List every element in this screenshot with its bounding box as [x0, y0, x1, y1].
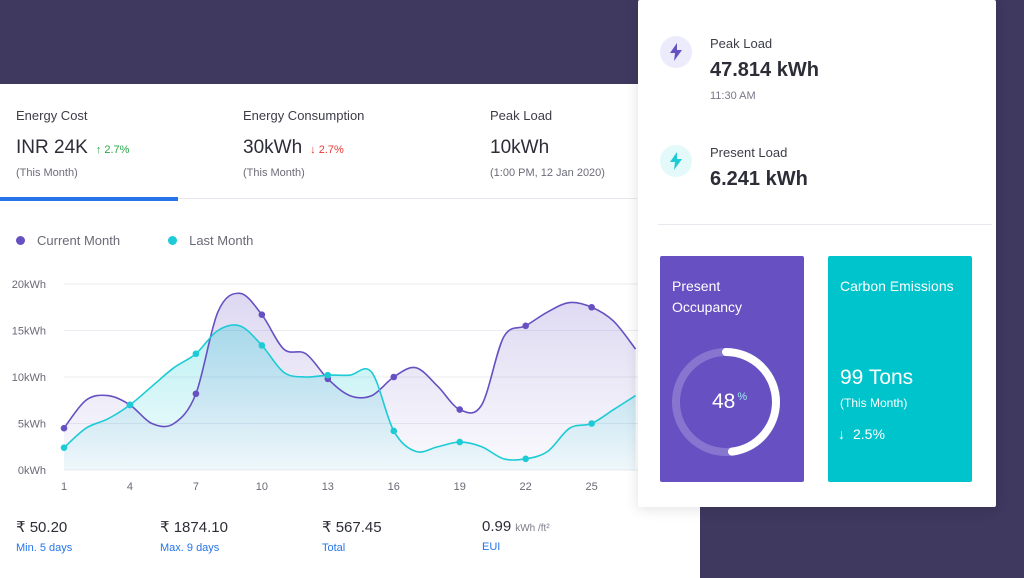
present-load-item: Present Load 6.241 kWh [660, 145, 808, 191]
last-month-point [126, 401, 134, 409]
arrow-up-icon: ↑ [95, 144, 102, 156]
x-tick-label: 19 [454, 481, 466, 493]
last-month-point [258, 342, 266, 349]
energy-area-chart: 0kWh 5kWh 10kWh 15kWh 20kWh 1 4 7 10 13 16 19 22 25 [12, 279, 640, 493]
x-tick-label: 25 [586, 481, 598, 493]
arrow-down-icon: ↓ [838, 426, 845, 442]
x-tick-label: 22 [520, 481, 532, 493]
occupancy-value: 48% [712, 390, 748, 413]
x-tick-label: 16 [388, 481, 400, 493]
current-month-point [60, 424, 68, 432]
y-tick-label: 0kWh [18, 465, 46, 477]
carbon-value: 99 Tons [840, 366, 914, 389]
tile-title: Carbon Emissions [840, 278, 954, 294]
last-month-point [588, 420, 595, 427]
legend-current-month[interactable]: Current Month [16, 233, 120, 248]
side-divider [658, 224, 992, 225]
stat-max: ₹ 1874.10 Max. 9 days [160, 519, 228, 554]
x-tick-label: 10 [256, 481, 268, 493]
current-month-point [390, 373, 398, 381]
y-tick-label: 5kWh [18, 419, 46, 431]
gauge-fill [672, 348, 780, 456]
kpi-subtitle: (1:00 PM, 12 Jan 2020) [490, 167, 605, 179]
legend-dot [16, 236, 25, 245]
last-month-point [324, 371, 332, 379]
x-tick-label: 13 [322, 481, 334, 493]
kpi-energy-cost[interactable]: Energy Cost INR 24K ↑ 2.7% (This Month) [16, 108, 129, 179]
kpi-subtitle: (This Month) [16, 167, 78, 179]
kpi-subtitle: (This Month) [243, 167, 305, 179]
trend-indicator: ↓ 2.7% [310, 144, 344, 156]
last-month-point [456, 438, 464, 446]
kpi-energy-consumption[interactable]: Energy Consumption 30kWh ↓ 2.7% (This Mo… [243, 108, 364, 179]
current-month-point [522, 322, 529, 330]
current-month-line [63, 292, 637, 429]
current-month-point [588, 303, 595, 311]
x-tick-label: 4 [127, 481, 133, 493]
legend-last-month[interactable]: Last Month [168, 233, 253, 248]
last-month-point [522, 455, 529, 463]
kpi-title: Peak Load [490, 108, 553, 123]
last-month-area [64, 324, 636, 470]
bolt-icon [660, 36, 692, 68]
carbon-emissions-tile[interactable]: Carbon Emissions 99 Tons (This Month) ↓ … [828, 256, 972, 482]
bolt-icon [660, 145, 692, 177]
current-month-point [192, 390, 200, 398]
legend-dot [168, 236, 178, 245]
kpi-peak-load[interactable]: Peak Load 10kWh (1:00 PM, 12 Jan 2020) [490, 108, 605, 179]
y-tick-label: 10kWh [12, 372, 46, 384]
y-tick-label: 20kWh [12, 279, 46, 291]
tab-divider [0, 198, 637, 199]
stat-eui: 0.99 kWh /ft² EUI [482, 518, 550, 553]
kpi-title: Energy Consumption [243, 108, 365, 123]
tile-title: Present Occupancy [672, 278, 743, 315]
chart-legend: Current Month Last Month [16, 233, 253, 248]
current-month-point [258, 311, 266, 318]
x-tick-label: 7 [193, 481, 199, 493]
carbon-period: (This Month) [840, 396, 908, 410]
kpi-value: INR 24K [16, 137, 88, 158]
arrow-down-icon: ↓ [310, 144, 316, 156]
last-month-point [390, 427, 398, 435]
active-tab-indicator [0, 197, 178, 201]
last-month-point [60, 444, 68, 451]
trend-indicator: ↑ 2.7% [95, 144, 130, 156]
kpi-title: Energy Cost [16, 108, 88, 123]
occupancy-gauge [672, 348, 780, 456]
stat-min: ₹ 50.20 Min. 5 days [16, 519, 73, 554]
last-month-point [192, 350, 200, 358]
last-month-line [63, 324, 637, 461]
load-summary-panel: Peak Load 47.814 kWh 11:30 AM Present Lo… [638, 0, 996, 507]
stat-total: ₹ 567.45 Total [322, 519, 382, 554]
carbon-trend: ↓ 2.5% [838, 426, 885, 442]
peak-load-item: Peak Load 47.814 kWh 11:30 AM [660, 36, 819, 102]
x-tick-label: 1 [61, 481, 67, 493]
y-tick-label: 15kWh [12, 326, 46, 338]
present-occupancy-tile[interactable]: Present Occupancy 48% [660, 256, 804, 482]
kpi-value: 30kWh [243, 137, 303, 158]
current-month-point [456, 406, 464, 413]
kpi-value: 10kWh [490, 137, 550, 158]
